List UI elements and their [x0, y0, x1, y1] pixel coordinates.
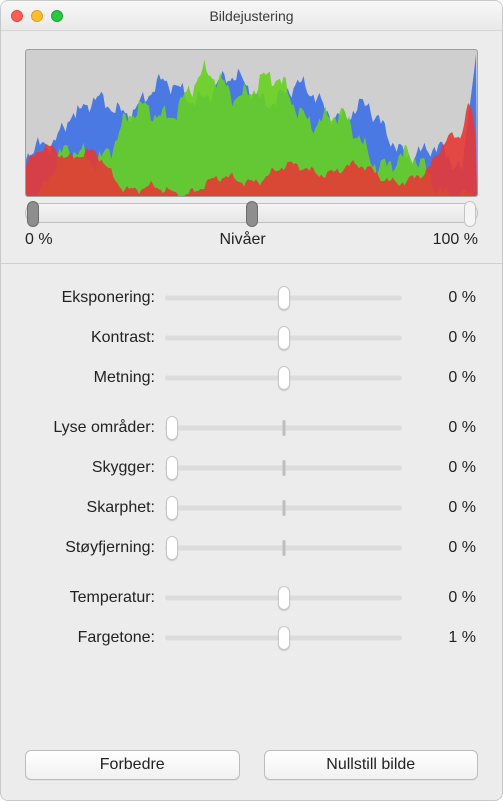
slider-label-exposure: Eksponering:	[25, 289, 155, 307]
slider-center-tick	[282, 540, 285, 556]
group-gap	[25, 568, 478, 578]
slider-sharpness[interactable]	[165, 498, 402, 518]
levels-thumb-left[interactable]	[27, 201, 39, 227]
slider-value-temperature: 0 %	[412, 589, 478, 607]
slider-label-shadows: Skygger:	[25, 459, 155, 477]
slider-label-denoise: Støyfjerning:	[25, 539, 155, 557]
slider-saturation[interactable]	[165, 368, 402, 388]
slider-thumb-exposure[interactable]	[278, 286, 290, 310]
group-gap	[25, 398, 478, 408]
slider-value-sharpness: 0 %	[412, 499, 478, 517]
slider-label-contrast: Kontrast:	[25, 329, 155, 347]
slider-row-shadows: Skygger: 0 %	[25, 448, 478, 488]
slider-thumb-highlights[interactable]	[166, 416, 178, 440]
slider-label-highlights: Lyse områder:	[25, 419, 155, 437]
close-icon[interactable]	[11, 10, 23, 22]
slider-denoise[interactable]	[165, 538, 402, 558]
window-controls	[11, 10, 63, 22]
image-adjust-window: Bildejustering 0 % Nivåer 100 % Eksponer…	[0, 0, 503, 801]
sliders-container: Eksponering:0 %Kontrast:0 %Metning:0 %Ly…	[25, 278, 478, 658]
slider-value-denoise: 0 %	[412, 539, 478, 557]
content-area: 0 % Nivåer 100 % Eksponering:0 %Kontrast…	[1, 31, 502, 800]
separator	[1, 263, 502, 264]
slider-row-denoise: Støyfjerning: 0 %	[25, 528, 478, 568]
slider-row-highlights: Lyse områder: 0 %	[25, 408, 478, 448]
slider-value-saturation: 0 %	[412, 369, 478, 387]
slider-row-temperature: Temperatur: 0 %	[25, 578, 478, 618]
histogram	[25, 49, 478, 197]
window-title: Bildejustering	[1, 8, 502, 24]
minimize-icon[interactable]	[31, 10, 43, 22]
slider-value-highlights: 0 %	[412, 419, 478, 437]
slider-thumb-saturation[interactable]	[278, 366, 290, 390]
slider-thumb-temperature[interactable]	[278, 586, 290, 610]
slider-center-tick	[282, 460, 285, 476]
slider-exposure[interactable]	[165, 288, 402, 308]
slider-value-exposure: 0 %	[412, 289, 478, 307]
slider-temperature[interactable]	[165, 588, 402, 608]
slider-label-tint: Fargetone:	[25, 629, 155, 647]
histogram-svg	[26, 50, 477, 196]
slider-thumb-sharpness[interactable]	[166, 496, 178, 520]
slider-row-saturation: Metning: 0 %	[25, 358, 478, 398]
slider-thumb-denoise[interactable]	[166, 536, 178, 560]
slider-label-sharpness: Skarphet:	[25, 499, 155, 517]
levels-center-label: Nivåer	[53, 231, 433, 249]
zoom-icon[interactable]	[51, 10, 63, 22]
button-row: Forbedre Nullstill bilde	[25, 730, 478, 780]
slider-thumb-shadows[interactable]	[166, 456, 178, 480]
slider-contrast[interactable]	[165, 328, 402, 348]
slider-row-sharpness: Skarphet: 0 %	[25, 488, 478, 528]
levels-right-label: 100 %	[433, 231, 478, 249]
slider-row-contrast: Kontrast: 0 %	[25, 318, 478, 358]
levels-labels: 0 % Nivåer 100 %	[25, 231, 478, 249]
enhance-button[interactable]: Forbedre	[25, 750, 240, 780]
slider-row-tint: Fargetone: 1 %	[25, 618, 478, 658]
levels-thumb-mid[interactable]	[246, 201, 258, 227]
slider-value-shadows: 0 %	[412, 459, 478, 477]
levels-left-label: 0 %	[25, 231, 53, 249]
levels-slider[interactable]	[25, 203, 478, 223]
slider-tint[interactable]	[165, 628, 402, 648]
slider-highlights[interactable]	[165, 418, 402, 438]
slider-shadows[interactable]	[165, 458, 402, 478]
levels-thumb-right[interactable]	[464, 201, 476, 227]
slider-center-tick	[282, 500, 285, 516]
slider-center-tick	[282, 420, 285, 436]
reset-button[interactable]: Nullstill bilde	[264, 750, 479, 780]
slider-value-tint: 1 %	[412, 629, 478, 647]
slider-thumb-tint[interactable]	[278, 626, 290, 650]
slider-row-exposure: Eksponering: 0 %	[25, 278, 478, 318]
slider-label-temperature: Temperatur:	[25, 589, 155, 607]
slider-thumb-contrast[interactable]	[278, 326, 290, 350]
titlebar[interactable]: Bildejustering	[1, 1, 502, 31]
slider-value-contrast: 0 %	[412, 329, 478, 347]
slider-label-saturation: Metning:	[25, 369, 155, 387]
